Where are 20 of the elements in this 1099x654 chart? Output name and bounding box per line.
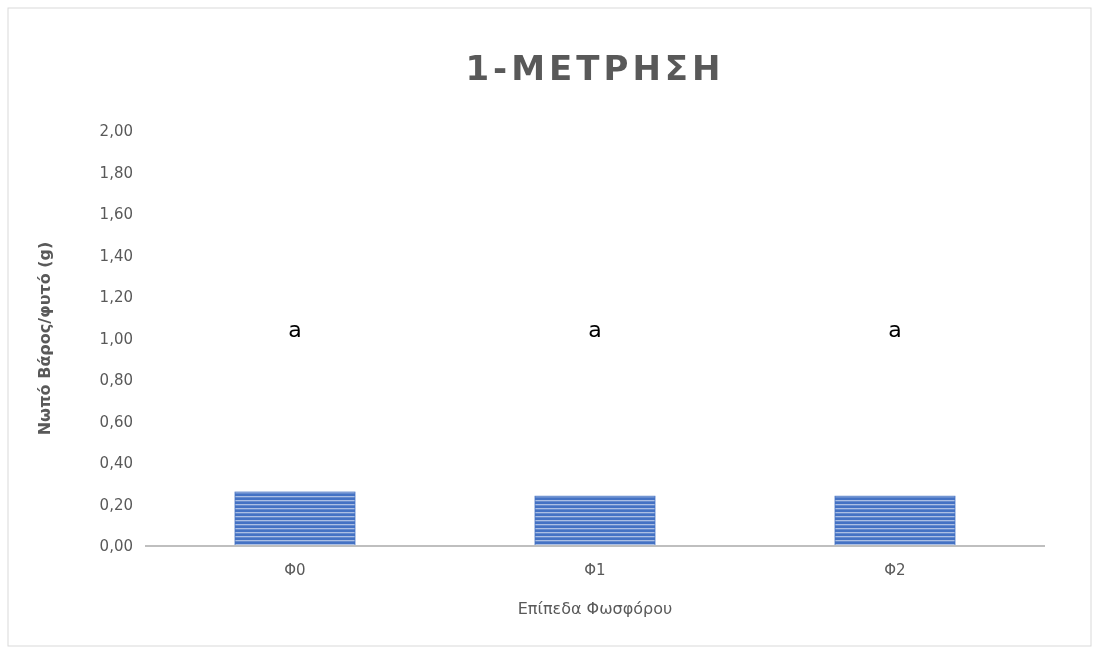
y-tick-label: 2,00 — [99, 122, 133, 141]
x-tick-label: Φ0 — [284, 561, 306, 580]
y-tick-label: 0,80 — [99, 371, 133, 390]
y-tick-label: 1,40 — [99, 246, 133, 265]
annotation: a — [588, 316, 602, 342]
y-tick-label: 1,80 — [99, 163, 133, 182]
y-tick-label: 0,00 — [99, 537, 133, 556]
y-tick-label: 1,60 — [99, 205, 133, 224]
annotation: a — [888, 316, 902, 342]
y-tick-label: 0,40 — [99, 454, 133, 473]
y-tick-label: 0,60 — [99, 412, 133, 431]
annotation: a — [288, 316, 302, 342]
y-tick-label: 1,20 — [99, 288, 133, 307]
y-tick-label: 0,20 — [99, 495, 133, 514]
x-tick-label: Φ1 — [584, 561, 606, 580]
x-tick-label: Φ2 — [884, 561, 906, 580]
x-axis-title: Επίπεδα Φωσφόρου — [517, 599, 673, 618]
chart-title: 1-ΜΕΤΡΗΣΗ — [465, 48, 725, 88]
y-axis-title: Νωπό Βάρος/φυτό (g) — [35, 241, 54, 436]
y-tick-label: 1,00 — [99, 329, 133, 348]
